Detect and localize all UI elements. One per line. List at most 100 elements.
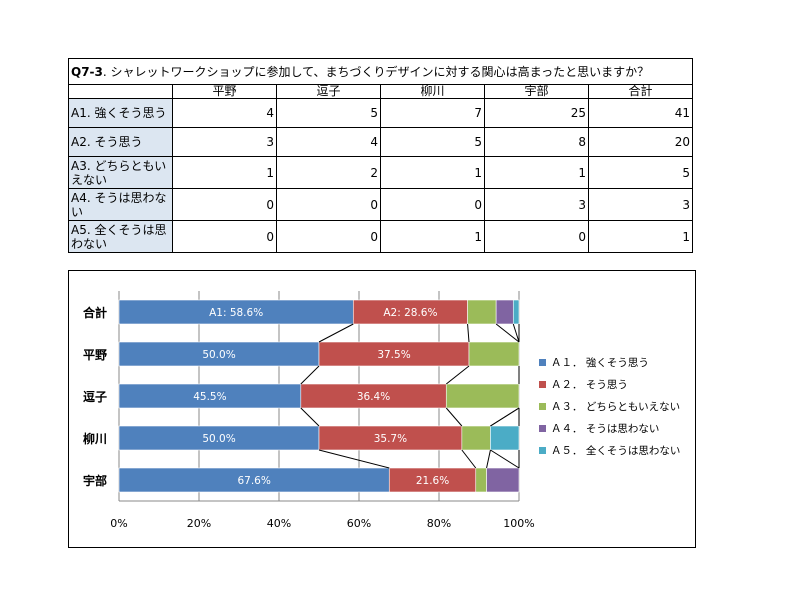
- table-cell: 4: [172, 98, 277, 128]
- data-label: 21.6%: [416, 475, 449, 487]
- data-label: 50.0%: [202, 349, 235, 361]
- table-cell: 2: [276, 156, 381, 189]
- legend-label: Ａ４． そうは思わない: [551, 423, 659, 435]
- data-label: 67.6%: [237, 475, 270, 487]
- legend-swatch: [539, 447, 546, 454]
- table-cell: 0: [172, 220, 277, 253]
- x-tick-label: 40%: [267, 517, 291, 530]
- table-row: A5. 全くそうは思わない 0 0 1 0 1: [68, 220, 693, 253]
- row-label: A5. 全くそうは思わない: [68, 220, 173, 253]
- col-header: 宇部: [484, 84, 589, 99]
- bar-segment: [352, 299, 468, 325]
- data-label: 45.5%: [193, 391, 226, 403]
- category-label: 合計: [83, 305, 107, 320]
- data-label: 37.5%: [377, 349, 410, 361]
- table-cell: 25: [484, 98, 589, 128]
- table-cell: 0: [172, 188, 277, 221]
- table-cell: 20: [588, 127, 693, 157]
- table-cell: 0: [484, 220, 589, 253]
- bar-segment: [118, 425, 320, 451]
- x-tick-label: 20%: [187, 517, 211, 530]
- table-cell: 0: [380, 188, 485, 221]
- row-label: A3. どちらともいえない: [68, 156, 173, 189]
- category-label: 平野: [83, 348, 107, 362]
- bar-segment: [461, 425, 491, 451]
- table-cell: 1: [588, 220, 693, 253]
- col-header: 平野: [172, 84, 277, 99]
- table-cell: 41: [588, 98, 693, 128]
- legend-swatch: [539, 381, 546, 388]
- table-cell: 8: [484, 127, 589, 157]
- stacked-bar-chart: 0% 20% 40% 60% 80% 100% A1: 58.6% A2: 28.6% 合計 50…: [83, 291, 680, 530]
- series-line: [467, 323, 470, 343]
- series-line: [495, 323, 520, 343]
- results-table: Q7-3. シャレットワークショップに参加して、まちづくりデザインに対する関心は…: [68, 58, 693, 253]
- row-label: A1. 強くそう思う: [68, 98, 173, 128]
- row-label: A4. そうは思わない: [68, 188, 173, 221]
- table-row: A3. どちらともいえない 1 2 1 1 5: [68, 156, 693, 189]
- series-line: [318, 323, 354, 343]
- table-row: A2. そう思う 3 4 5 8 20: [68, 127, 693, 157]
- col-header: 逗子: [276, 84, 381, 99]
- bar-segment: [445, 383, 520, 409]
- data-label: A1: 58.6%: [209, 307, 263, 319]
- category-label: 逗子: [83, 389, 107, 404]
- table-row: A4. そうは思わない 0 0 0 3 3: [68, 188, 693, 221]
- table-cell: 3: [172, 127, 277, 157]
- bar-segment: [300, 383, 447, 409]
- table-cell: 5: [588, 156, 693, 189]
- series-line: [445, 365, 470, 385]
- table-cell: 1: [484, 156, 589, 189]
- bar-segment: [318, 425, 463, 451]
- table-cell: 3: [484, 188, 589, 221]
- col-header: 合計: [588, 84, 693, 99]
- data-label: 50.0%: [202, 433, 235, 445]
- legend-label: Ａ１． 強くそう思う: [551, 356, 649, 369]
- chart-frame: 0% 20% 40% 60% 80% 100% A1: 58.6% A2: 28.6% 合計 50…: [68, 270, 696, 548]
- table-cell: 1: [380, 156, 485, 189]
- table-cell: 0: [276, 188, 381, 221]
- table-cell: 3: [588, 188, 693, 221]
- series-line: [318, 449, 390, 469]
- data-label: A2: 28.6%: [383, 307, 437, 319]
- header-empty: [68, 84, 173, 99]
- col-header: 柳川: [380, 84, 485, 99]
- legend-label: Ａ５． 全くそうは思わない: [551, 444, 680, 457]
- x-tick-label: 80%: [427, 517, 451, 530]
- category-label: 柳川: [83, 431, 107, 446]
- table-cell: 4: [276, 127, 381, 157]
- bar-segment: [486, 467, 520, 493]
- table-cell: 0: [276, 220, 381, 253]
- series-line: [490, 407, 520, 427]
- legend-label: Ａ２． そう思う: [551, 379, 628, 391]
- series-line: [445, 407, 463, 427]
- category-label: 宇部: [83, 473, 107, 488]
- bar-segment: [495, 299, 514, 325]
- table-cell: 1: [380, 220, 485, 253]
- table-cell: 5: [276, 98, 381, 128]
- legend-swatch: [539, 403, 546, 410]
- series-line: [486, 449, 491, 469]
- data-label: 36.4%: [357, 391, 390, 403]
- bar-segment: [475, 467, 487, 493]
- bar-segment: [118, 467, 390, 493]
- bar-segment: [467, 299, 497, 325]
- table-cell: 7: [380, 98, 485, 128]
- row-label: A2. そう思う: [68, 127, 173, 157]
- table-cell: 5: [380, 127, 485, 157]
- legend-swatch: [539, 359, 546, 366]
- legend-swatch: [539, 425, 546, 432]
- series-line: [300, 407, 320, 427]
- bar-segment: [118, 299, 354, 325]
- legend-label: Ａ３． どちらともいえない: [551, 401, 680, 413]
- bar-segment: [468, 341, 520, 367]
- series-line: [490, 449, 520, 469]
- x-tick-label: 60%: [347, 517, 371, 530]
- series-line: [512, 323, 520, 343]
- table-row: A1. 強くそう思う 4 5 7 25 41: [68, 98, 693, 128]
- table-header-row: 平野 逗子 柳川 宇部 合計: [68, 84, 693, 99]
- x-tick-label: 0%: [110, 517, 127, 530]
- table-cell: 1: [172, 156, 277, 189]
- bar-segment: [512, 299, 520, 325]
- series-line: [461, 449, 477, 469]
